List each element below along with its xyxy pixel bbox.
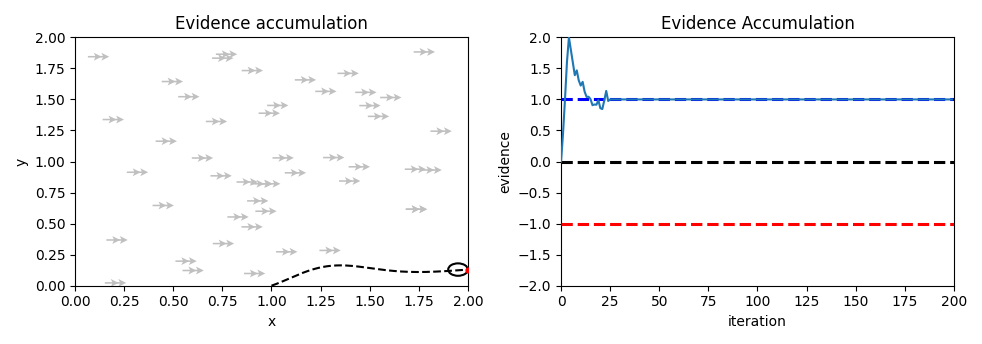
Y-axis label: evidence: evidence — [498, 130, 513, 193]
Title: Evidence Accumulation: Evidence Accumulation — [661, 15, 854, 33]
X-axis label: x: x — [267, 315, 276, 329]
Y-axis label: y: y — [15, 158, 29, 166]
X-axis label: iteration: iteration — [728, 315, 787, 329]
Title: Evidence accumulation: Evidence accumulation — [175, 15, 368, 33]
